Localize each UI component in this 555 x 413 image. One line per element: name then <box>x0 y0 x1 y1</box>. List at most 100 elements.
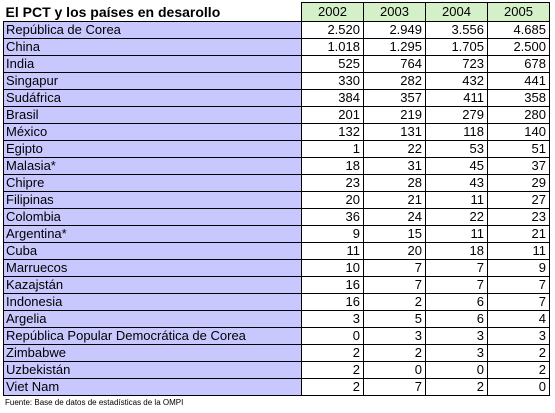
value-cell-2003: 0 <box>364 361 426 378</box>
table-title: El PCT y los países en desarollo <box>4 3 302 22</box>
table-row: República Popular Democrática de Corea03… <box>4 327 550 344</box>
year-header-2004: 2004 <box>426 3 488 22</box>
value-cell-2004: 6 <box>426 293 488 310</box>
country-cell: Argentina* <box>4 225 302 242</box>
country-cell: Egipto <box>4 140 302 157</box>
value-cell-2002: 3 <box>302 310 364 327</box>
value-cell-2002: 18 <box>302 157 364 174</box>
value-cell-2003: 7 <box>364 259 426 276</box>
value-cell-2005: 358 <box>488 89 550 106</box>
value-cell-2005: 29 <box>488 174 550 191</box>
country-cell: Zimbabwe <box>4 344 302 361</box>
value-cell-2004: 45 <box>426 157 488 174</box>
value-cell-2005: 37 <box>488 157 550 174</box>
country-cell: Indonesia <box>4 293 302 310</box>
value-cell-2002: 1.018 <box>302 38 364 55</box>
country-cell: Filipinas <box>4 191 302 208</box>
table-body: República de Corea2.5202.9493.5564.685Ch… <box>4 21 550 395</box>
value-cell-2003: 2.949 <box>364 21 426 38</box>
country-cell: China <box>4 38 302 55</box>
country-cell: Sudáfrica <box>4 89 302 106</box>
value-cell-2003: 24 <box>364 208 426 225</box>
value-cell-2002: 2 <box>302 344 364 361</box>
country-cell: Colombia <box>4 208 302 225</box>
country-cell: India <box>4 55 302 72</box>
value-cell-2002: 201 <box>302 106 364 123</box>
table-row: China1.0181.2951.7052.500 <box>4 38 550 55</box>
value-cell-2002: 2.520 <box>302 21 364 38</box>
value-cell-2004: 3 <box>426 327 488 344</box>
table-row: Marruecos10779 <box>4 259 550 276</box>
value-cell-2005: 4 <box>488 310 550 327</box>
value-cell-2005: 2.500 <box>488 38 550 55</box>
value-cell-2002: 16 <box>302 276 364 293</box>
source-note: Fuente: Base de datos de estadísticas de… <box>5 398 183 408</box>
value-cell-2003: 282 <box>364 72 426 89</box>
table-row: Egipto1225351 <box>4 140 550 157</box>
country-cell: México <box>4 123 302 140</box>
value-cell-2004: 18 <box>426 242 488 259</box>
value-cell-2003: 20 <box>364 242 426 259</box>
value-cell-2005: 51 <box>488 140 550 157</box>
value-cell-2005: 3 <box>488 327 550 344</box>
value-cell-2002: 36 <box>302 208 364 225</box>
table-row: Indonesia16267 <box>4 293 550 310</box>
value-cell-2003: 21 <box>364 191 426 208</box>
value-cell-2005: 7 <box>488 276 550 293</box>
value-cell-2005: 280 <box>488 106 550 123</box>
value-cell-2002: 9 <box>302 225 364 242</box>
table-row: México132131118140 <box>4 123 550 140</box>
table-row: Colombia36242223 <box>4 208 550 225</box>
value-cell-2002: 330 <box>302 72 364 89</box>
country-cell: Malasia* <box>4 157 302 174</box>
value-cell-2003: 219 <box>364 106 426 123</box>
value-cell-2003: 31 <box>364 157 426 174</box>
value-cell-2003: 2 <box>364 344 426 361</box>
value-cell-2004: 723 <box>426 55 488 72</box>
value-cell-2003: 15 <box>364 225 426 242</box>
value-cell-2004: 43 <box>426 174 488 191</box>
value-cell-2002: 23 <box>302 174 364 191</box>
pct-table: El PCT y los países en desarollo 2002 20… <box>3 2 550 396</box>
value-cell-2004: 3 <box>426 344 488 361</box>
value-cell-2003: 22 <box>364 140 426 157</box>
value-cell-2005: 441 <box>488 72 550 89</box>
value-cell-2003: 5 <box>364 310 426 327</box>
value-cell-2002: 384 <box>302 89 364 106</box>
year-header-2003: 2003 <box>364 3 426 22</box>
value-cell-2004: 11 <box>426 191 488 208</box>
value-cell-2005: 2 <box>488 361 550 378</box>
value-cell-2002: 132 <box>302 123 364 140</box>
value-cell-2002: 2 <box>302 378 364 395</box>
table-row: Argentina*9151121 <box>4 225 550 242</box>
table-row: Brasil201219279280 <box>4 106 550 123</box>
value-cell-2003: 28 <box>364 174 426 191</box>
table-row: Uzbekistán2002 <box>4 361 550 378</box>
value-cell-2002: 2 <box>302 361 364 378</box>
year-header-2002: 2002 <box>302 3 364 22</box>
header-row: El PCT y los países en desarollo 2002 20… <box>4 3 550 22</box>
value-cell-2003: 131 <box>364 123 426 140</box>
value-cell-2002: 16 <box>302 293 364 310</box>
value-cell-2003: 7 <box>364 378 426 395</box>
country-cell: Brasil <box>4 106 302 123</box>
value-cell-2002: 0 <box>302 327 364 344</box>
table-row: Singapur330282432441 <box>4 72 550 89</box>
country-cell: Cuba <box>4 242 302 259</box>
country-cell: Viet Nam <box>4 378 302 395</box>
value-cell-2004: 7 <box>426 276 488 293</box>
country-cell: República de Corea <box>4 21 302 38</box>
value-cell-2005: 140 <box>488 123 550 140</box>
table-row: República de Corea2.5202.9493.5564.685 <box>4 21 550 38</box>
value-cell-2003: 1.295 <box>364 38 426 55</box>
value-cell-2004: 118 <box>426 123 488 140</box>
value-cell-2004: 53 <box>426 140 488 157</box>
value-cell-2002: 1 <box>302 140 364 157</box>
value-cell-2005: 23 <box>488 208 550 225</box>
year-header-2005: 2005 <box>488 3 550 22</box>
table-row: Filipinas20211127 <box>4 191 550 208</box>
value-cell-2003: 764 <box>364 55 426 72</box>
value-cell-2005: 4.685 <box>488 21 550 38</box>
value-cell-2004: 0 <box>426 361 488 378</box>
country-cell: Argelia <box>4 310 302 327</box>
